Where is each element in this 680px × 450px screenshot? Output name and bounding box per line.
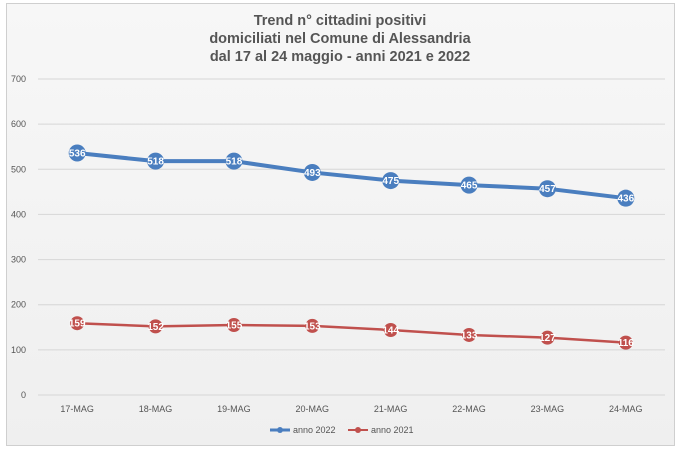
data-label: 127 [539,333,556,344]
data-point [460,176,478,194]
y-tick-label: 600 [11,119,26,129]
y-tick-label: 300 [11,255,26,265]
chart-frame [6,3,675,446]
data-point [147,152,165,170]
data-point [538,180,556,198]
data-label: 518 [147,157,164,168]
x-tick-label: 22-MAG [452,404,486,414]
y-tick-label: 100 [11,345,26,355]
data-label: 153 [304,321,321,332]
data-point [303,163,321,181]
data-point [68,144,86,162]
x-tick-label: 18-MAG [139,404,173,414]
legend-marker [355,427,361,433]
data-label: 457 [539,184,556,195]
series-line [75,151,628,201]
chart-title-line-2: domiciliati nel Comune di Alessandria [209,31,471,47]
x-tick-label: 21-MAG [374,404,408,414]
data-label: 518 [226,157,243,168]
data-label: 465 [461,181,478,192]
x-tick-label: 17-MAG [60,404,94,414]
y-tick-label: 400 [11,209,26,219]
legend-marker [277,427,283,433]
data-point [540,330,555,345]
data-point [148,319,163,334]
data-label: 144 [382,325,399,336]
legend-label: anno 2022 [293,425,336,435]
data-label: 159 [69,319,86,330]
x-tick-label: 24-MAG [609,404,643,414]
data-point [617,189,635,207]
x-tick-label: 19-MAG [217,404,251,414]
legend-label: anno 2021 [371,425,414,435]
data-label: 475 [382,176,399,187]
y-tick-label: 200 [11,300,26,310]
data-point [383,322,398,337]
data-label: 436 [617,194,634,205]
data-point [225,152,243,170]
data-point [305,318,320,333]
data-label: 116 [618,338,635,349]
data-point [226,318,241,333]
chart-title-line-3: dal 17 al 24 maggio - anni 2021 e 2022 [209,49,471,65]
x-tick-label: 20-MAG [296,404,330,414]
data-label: 536 [69,149,86,160]
y-tick-label: 0 [21,390,26,400]
data-point [462,327,477,342]
y-tick-label: 500 [11,164,26,174]
data-label: 155 [226,321,243,332]
data-label: 152 [147,322,164,333]
data-point [382,172,400,190]
series-line [75,321,628,344]
y-tick-label: 700 [11,74,26,84]
x-tick-label: 23-MAG [531,404,565,414]
data-label: 493 [304,168,321,179]
data-label: 133 [461,330,478,341]
data-point [618,335,633,350]
chart-title-line-1: Trend n° cittadini positivi [253,13,427,29]
data-point [70,316,85,331]
